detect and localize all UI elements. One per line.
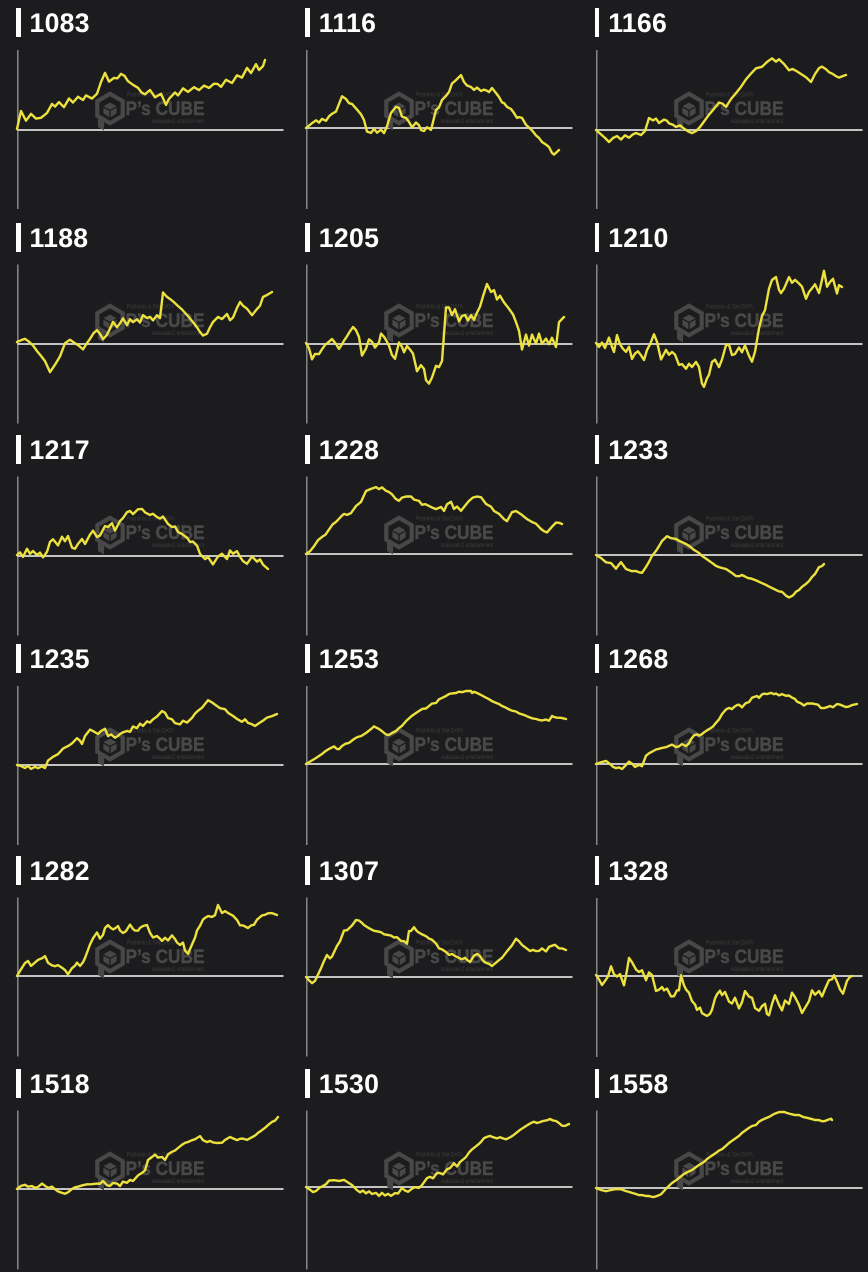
svg-text:wakuwaku2 entertainment: wakuwaku2 entertainment [151, 330, 204, 337]
svg-text:P’s CUBE: P’s CUBE [415, 1158, 494, 1180]
svg-text:P’s CUBE: P’s CUBE [415, 522, 494, 544]
svg-text:wakuwaku2 entertainment: wakuwaku2 entertainment [441, 542, 494, 549]
svg-text:wakuwaku2 entertainment: wakuwaku2 entertainment [151, 542, 204, 549]
svg-text:P’s CUBE: P’s CUBE [704, 946, 783, 968]
svg-text:P’s CUBE: P’s CUBE [126, 734, 205, 756]
svg-text:P’s CUBE: P’s CUBE [415, 98, 494, 120]
svg-text:wakuwaku2 entertainment: wakuwaku2 entertainment [151, 1178, 204, 1185]
svg-text:wakuwaku2 entertainment: wakuwaku2 entertainment [151, 118, 204, 125]
svg-text:Pachinko & Slot DATA: Pachinko & Slot DATA [127, 304, 175, 311]
svg-text:wakuwaku2 entertainment: wakuwaku2 entertainment [730, 966, 783, 973]
svg-text:Pachinko & Slot DATA: Pachinko & Slot DATA [416, 304, 464, 311]
svg-text:P’s CUBE: P’s CUBE [704, 98, 783, 120]
svg-text:Pachinko & Slot DATA: Pachinko & Slot DATA [127, 516, 175, 523]
svg-text:wakuwaku2 entertainment: wakuwaku2 entertainment [441, 118, 494, 125]
svg-text:Pachinko & Slot DATA: Pachinko & Slot DATA [706, 516, 754, 523]
svg-text:P’s CUBE: P’s CUBE [126, 946, 205, 968]
svg-text:P’s CUBE: P’s CUBE [126, 98, 205, 120]
svg-text:wakuwaku2 entertainment: wakuwaku2 entertainment [441, 966, 494, 973]
svg-text:wakuwaku2 entertainment: wakuwaku2 entertainment [151, 754, 204, 761]
svg-text:Pachinko & Slot DATA: Pachinko & Slot DATA [416, 516, 464, 523]
svg-text:wakuwaku2 entertainment: wakuwaku2 entertainment [730, 542, 783, 549]
svg-text:Pachinko & Slot DATA: Pachinko & Slot DATA [706, 1152, 754, 1159]
svg-text:wakuwaku2 entertainment: wakuwaku2 entertainment [730, 330, 783, 337]
svg-text:wakuwaku2 entertainment: wakuwaku2 entertainment [730, 754, 783, 761]
svg-text:P’s CUBE: P’s CUBE [704, 310, 783, 332]
svg-text:Pachinko & Slot DATA: Pachinko & Slot DATA [127, 940, 175, 947]
svg-text:Pachinko & Slot DATA: Pachinko & Slot DATA [416, 1152, 464, 1159]
svg-text:P’s CUBE: P’s CUBE [126, 522, 205, 544]
svg-text:wakuwaku2 entertainment: wakuwaku2 entertainment [730, 118, 783, 125]
svg-text:Pachinko & Slot DATA: Pachinko & Slot DATA [706, 304, 754, 311]
svg-text:P’s CUBE: P’s CUBE [704, 734, 783, 756]
svg-text:Pachinko & Slot DATA: Pachinko & Slot DATA [416, 940, 464, 947]
svg-text:P’s CUBE: P’s CUBE [126, 1158, 205, 1180]
svg-text:Pachinko & Slot DATA: Pachinko & Slot DATA [706, 92, 754, 99]
svg-text:wakuwaku2 entertainment: wakuwaku2 entertainment [441, 330, 494, 337]
svg-text:Pachinko & Slot DATA: Pachinko & Slot DATA [416, 92, 464, 99]
svg-text:P’s CUBE: P’s CUBE [704, 1158, 783, 1180]
svg-text:P’s CUBE: P’s CUBE [415, 310, 494, 332]
svg-text:P’s CUBE: P’s CUBE [415, 734, 494, 756]
svg-text:Pachinko & Slot DATA: Pachinko & Slot DATA [127, 1152, 175, 1159]
svg-text:Pachinko & Slot DATA: Pachinko & Slot DATA [416, 728, 464, 735]
svg-text:Pachinko & Slot DATA: Pachinko & Slot DATA [127, 92, 175, 99]
svg-text:P’s CUBE: P’s CUBE [415, 946, 494, 968]
svg-text:wakuwaku2 entertainment: wakuwaku2 entertainment [441, 1178, 494, 1185]
svg-text:Pachinko & Slot DATA: Pachinko & Slot DATA [706, 940, 754, 947]
svg-text:Pachinko & Slot DATA: Pachinko & Slot DATA [706, 728, 754, 735]
svg-text:Pachinko & Slot DATA: Pachinko & Slot DATA [127, 728, 175, 735]
svg-text:P’s CUBE: P’s CUBE [704, 522, 783, 544]
svg-text:wakuwaku2 entertainment: wakuwaku2 entertainment [441, 754, 494, 761]
svg-text:wakuwaku2 entertainment: wakuwaku2 entertainment [151, 966, 204, 973]
svg-text:wakuwaku2 entertainment: wakuwaku2 entertainment [730, 1178, 783, 1185]
